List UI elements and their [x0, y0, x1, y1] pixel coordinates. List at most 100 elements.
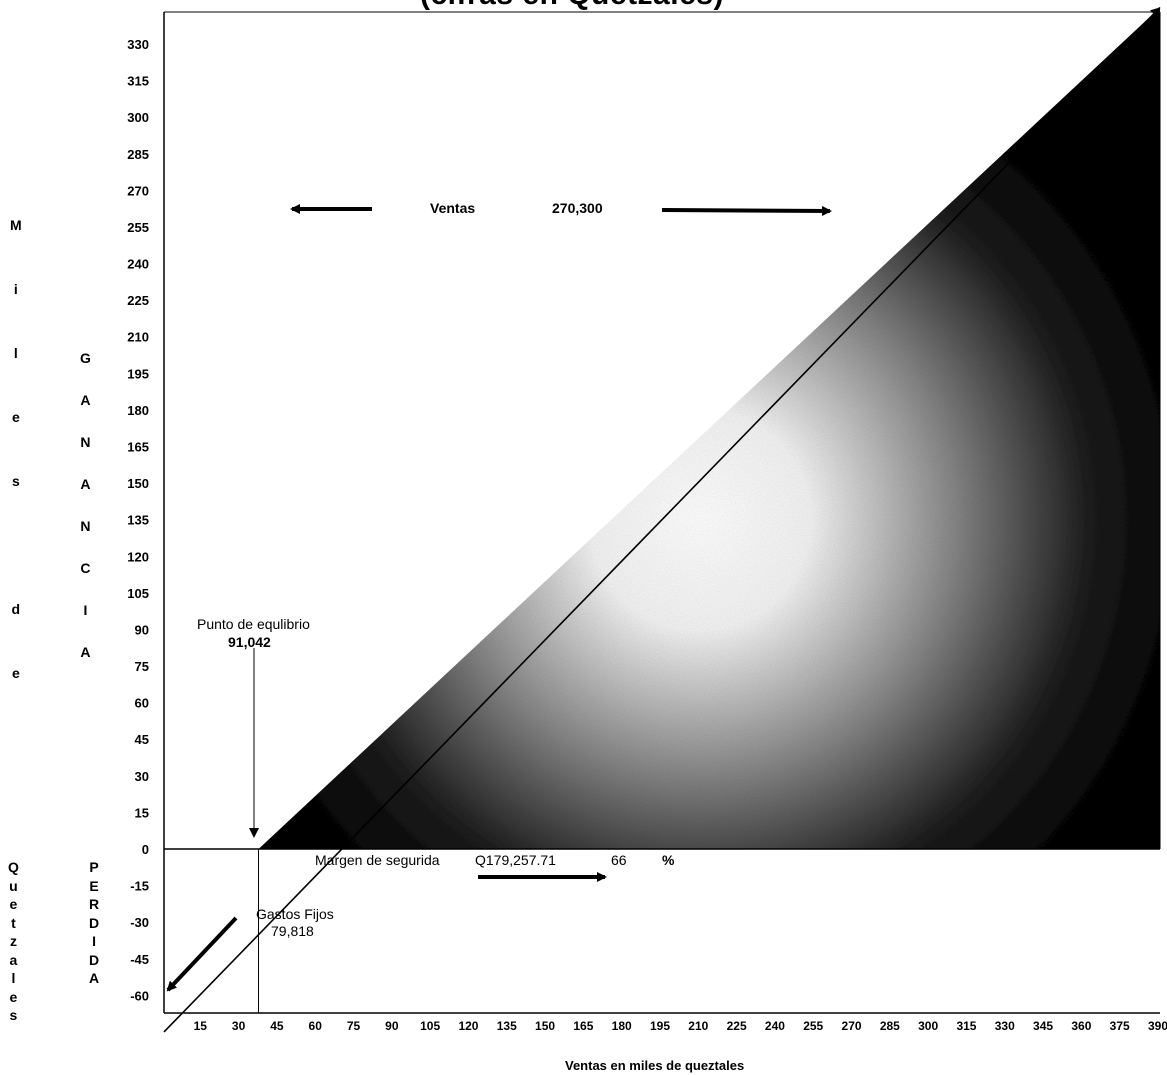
y-tick-label: -15	[130, 879, 149, 894]
x-tick-label: 240	[765, 1019, 785, 1033]
x-tick-label: 30	[232, 1019, 246, 1033]
x-tick-label: 225	[727, 1019, 747, 1033]
x-tick-label: 150	[535, 1019, 555, 1033]
x-axis-label: Ventas en miles de queztales	[565, 1058, 745, 1073]
profit-letter: N	[80, 434, 91, 450]
x-tick-label: 315	[956, 1019, 976, 1033]
loss-letter: A	[89, 970, 100, 986]
y-tick-label: 240	[127, 257, 149, 272]
x-tick-label: 120	[458, 1019, 478, 1033]
x-tick-label: 135	[497, 1019, 517, 1033]
profit-label: G A N A N C I A	[80, 337, 91, 673]
y-tick-label: 285	[127, 147, 149, 162]
y-tick-label: 60	[135, 696, 149, 711]
x-tick-label: 285	[880, 1019, 900, 1033]
x-tick-label: 60	[309, 1019, 323, 1033]
breakeven-label: Punto de equlibrio	[197, 616, 310, 632]
outer-ylabel-letter: t	[11, 914, 16, 931]
x-tick-label: 195	[650, 1019, 670, 1033]
outer-ylabel-letter: M	[10, 217, 22, 233]
y-tick-label: 150	[127, 476, 149, 491]
x-tick-label: 105	[420, 1019, 440, 1033]
x-tick-label: 390	[1148, 1019, 1167, 1033]
y-tick-label: 315	[127, 74, 149, 89]
profit-letter: C	[80, 560, 91, 576]
x-tick-label: 255	[803, 1019, 823, 1033]
y-tick-label: 255	[127, 220, 149, 235]
x-tick-label: 75	[347, 1019, 361, 1033]
outer-ylabel-letter: l	[11, 970, 16, 986]
x-tick-label: 360	[1071, 1019, 1091, 1033]
profit-area	[258, 7, 1160, 849]
margin-percent: 66	[611, 852, 627, 868]
outer-ylabel-letter	[14, 513, 18, 577]
y-tick-label: 75	[135, 659, 149, 674]
y-tick-label: 195	[127, 366, 149, 381]
x-tick-label: 210	[688, 1019, 708, 1033]
sales-label: Ventas	[430, 200, 476, 216]
fixed-costs-label: Gastos Fijos	[256, 906, 334, 922]
sales-line-arrowhead	[1150, 7, 1160, 17]
y-tick-label: -60	[130, 988, 149, 1003]
loss-letter: P	[89, 859, 99, 875]
fixed-costs-arrow	[166, 916, 238, 992]
outer-ylabel-letter: e	[9, 988, 18, 1005]
x-tick-label: 345	[1033, 1019, 1053, 1033]
y-tick-label: 120	[127, 549, 149, 564]
y-tick-label: 225	[127, 293, 149, 308]
sales-value: 270,300	[552, 200, 603, 216]
y-tick-label: 45	[135, 732, 149, 747]
outer-ylabel-letter: i	[13, 281, 18, 297]
y-tick-label: 30	[135, 769, 149, 784]
y-tick-label: -30	[130, 915, 149, 930]
x-tick-label: 330	[995, 1019, 1015, 1033]
y-tick-label: 90	[135, 622, 149, 637]
y-tick-label: 330	[127, 37, 149, 52]
x-tick-label: 270	[842, 1019, 862, 1033]
loss-letter: D	[89, 914, 100, 931]
outer-ylabel-letter: e	[11, 665, 20, 681]
x-tick-label: 375	[1110, 1019, 1130, 1033]
y-tick-label: 300	[127, 110, 149, 125]
outer-ylabel-letter: z	[9, 933, 17, 949]
x-tick-label: 45	[270, 1019, 284, 1033]
x-tick-label: 90	[385, 1019, 399, 1033]
profit-letter: A	[80, 476, 91, 492]
x-tick-label: 15	[194, 1019, 208, 1033]
profit-letter: A	[80, 644, 91, 660]
y-tick-label: 105	[127, 586, 149, 601]
outer-ylabel-letter: Q	[8, 859, 19, 875]
margin-value: Q179,257.71	[475, 852, 556, 868]
breakeven-value: 91,042	[228, 634, 271, 650]
margin-percent-symbol: %	[662, 852, 675, 868]
profit-letter: G	[80, 350, 91, 366]
fixed-costs-value: 79,818	[271, 923, 314, 939]
y-tick-label: -45	[130, 952, 149, 967]
outer-ylabel-letter: s	[11, 473, 20, 489]
outer-ylabel-letter: l	[13, 345, 18, 361]
y-tick-label: 210	[127, 330, 149, 345]
y-tick-label: 15	[135, 805, 149, 820]
sales-arrow-right	[661, 205, 832, 216]
y-tick-label: 0	[142, 842, 149, 857]
x-tick-label: 180	[612, 1019, 632, 1033]
margin-label: Margen de segurida	[315, 852, 440, 868]
x-tick-label: 165	[573, 1019, 593, 1033]
y-tick-label: 135	[127, 513, 149, 528]
profit-letter: A	[80, 392, 91, 408]
profit-letter: I	[83, 602, 88, 618]
outer-ylabel-letter: u	[9, 877, 18, 894]
loss-letter: D	[89, 951, 100, 968]
outer-ylabel-letter: a	[9, 951, 18, 968]
outer-ylabel-letter: e	[11, 409, 20, 425]
outer-ylabel-letter: e	[9, 896, 18, 912]
y-tick-label: 270	[127, 183, 149, 198]
y-tick-label: 180	[127, 403, 149, 418]
y-tick-label: 165	[127, 440, 149, 455]
